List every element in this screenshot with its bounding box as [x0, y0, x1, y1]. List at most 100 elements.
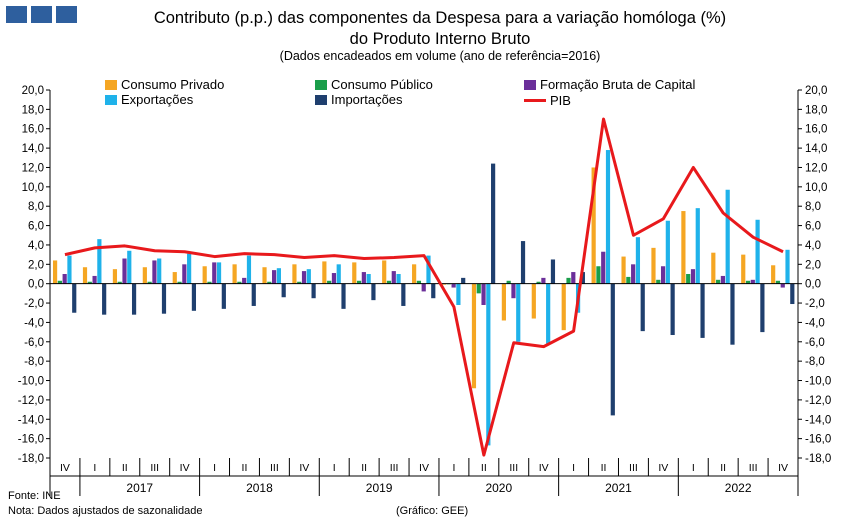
- bar: [87, 281, 92, 284]
- y-tick-label-left: 20,0: [22, 85, 44, 97]
- y-tick-label-left: 8,0: [28, 201, 44, 213]
- pib-line: [64, 117, 784, 457]
- bar: [382, 260, 387, 284]
- bar: [131, 283, 137, 315]
- bar: [610, 283, 615, 416]
- bar: [790, 283, 795, 305]
- chart-title: Contributo (p.p.) das componentes da Des…: [90, 8, 790, 50]
- bar: [421, 283, 426, 292]
- quarter-label: III: [270, 462, 279, 474]
- footer-chart-credit: (Gráfico: GEE): [396, 505, 469, 517]
- bar: [601, 251, 606, 284]
- legend-fbc: Formação Bruta de Capital: [524, 77, 695, 92]
- bar: [52, 260, 58, 284]
- bar: [471, 283, 477, 389]
- y-tick-label-left: 10,0: [22, 182, 44, 194]
- quarter-label: III: [509, 462, 518, 474]
- y-tick-label-right: -4,0: [805, 317, 825, 329]
- bar: [391, 271, 396, 284]
- legend-pib: PIB: [524, 93, 571, 108]
- bar: [656, 279, 661, 284]
- y-tick-label-right: 16,0: [805, 124, 827, 136]
- quarter-label: I: [333, 462, 336, 474]
- quarter-label: II: [720, 462, 726, 474]
- bar: [306, 269, 311, 284]
- footer-note: Nota: Dados ajustados de sazonalidade: [8, 505, 203, 517]
- bar: [531, 283, 536, 319]
- y-tick-label-left: -10,0: [18, 376, 44, 388]
- bar: [566, 277, 571, 284]
- bar: [276, 268, 281, 284]
- legend-line-swatch: [524, 99, 546, 102]
- bar: [760, 283, 765, 333]
- bar: [202, 266, 207, 284]
- bar: [396, 274, 401, 284]
- year-label: 2020: [485, 481, 512, 495]
- bar: [631, 264, 636, 284]
- bar: [102, 283, 107, 315]
- bar: [725, 189, 730, 284]
- bar: [785, 249, 790, 284]
- bar: [491, 163, 496, 284]
- bar: [122, 258, 127, 284]
- y-tick-label-left: 6,0: [28, 221, 44, 233]
- y-tick-label-left: 18,0: [22, 104, 44, 116]
- bar: [516, 283, 521, 342]
- bar: [327, 280, 332, 284]
- y-tick-label-left: 12,0: [22, 162, 44, 174]
- bar: [127, 250, 132, 284]
- quarter-label: IV: [658, 462, 668, 474]
- quarter-label: IV: [778, 462, 788, 474]
- bar: [191, 283, 197, 311]
- bar: [750, 279, 755, 284]
- quarter-label: I: [452, 462, 455, 474]
- bar: [520, 241, 526, 284]
- bar: [571, 272, 576, 284]
- legend-consumo-privado: Consumo Privado: [105, 77, 224, 92]
- y-tick-label-left: -18,0: [18, 453, 44, 465]
- bar: [536, 281, 541, 284]
- legend-consumo-publico: Consumo Público: [315, 77, 433, 92]
- bar: [212, 262, 217, 284]
- bar: [147, 281, 152, 284]
- y-tick-label-left: -4,0: [24, 317, 44, 329]
- y-tick-label-right: 12,0: [805, 162, 827, 174]
- y-tick-label-left: -14,0: [18, 414, 44, 426]
- bar: [550, 259, 556, 284]
- legend-swatch: [524, 79, 536, 90]
- y-tick-label-right: -10,0: [805, 376, 831, 388]
- quarter-label: IV: [419, 462, 429, 474]
- legend-swatch: [105, 94, 117, 105]
- legend-swatch: [315, 79, 327, 90]
- year-label: 2022: [725, 481, 752, 495]
- bar: [331, 273, 337, 284]
- bar: [486, 283, 491, 446]
- bar: [92, 275, 97, 284]
- bar: [82, 267, 88, 284]
- y-tick-label-right: -14,0: [805, 414, 831, 426]
- bar: [771, 265, 776, 284]
- bar: [681, 211, 686, 284]
- bar: [371, 283, 376, 301]
- chart-subtitle: (Dados encadeados em volume (ano de refe…: [279, 49, 601, 63]
- bar: [695, 208, 700, 284]
- quarter-label: II: [481, 462, 487, 474]
- bar: [700, 283, 705, 338]
- bar: [635, 237, 641, 284]
- quarter-label: IV: [539, 462, 549, 474]
- y-tick-label-right: -2,0: [805, 298, 825, 310]
- quarter-label: I: [93, 462, 96, 474]
- legend-label: Importações: [331, 92, 403, 107]
- bar: [251, 283, 256, 306]
- quarter-label: III: [749, 462, 758, 474]
- year-label: 2021: [605, 481, 632, 495]
- chart-title-line2: do Produto Interno Bruto: [349, 30, 531, 48]
- y-tick-label-right: 20,0: [805, 85, 827, 97]
- quarter-label: I: [213, 462, 216, 474]
- bar: [456, 283, 461, 305]
- bar: [741, 254, 746, 284]
- bar: [292, 264, 297, 284]
- bar: [142, 267, 147, 284]
- legend-swatch: [315, 94, 327, 105]
